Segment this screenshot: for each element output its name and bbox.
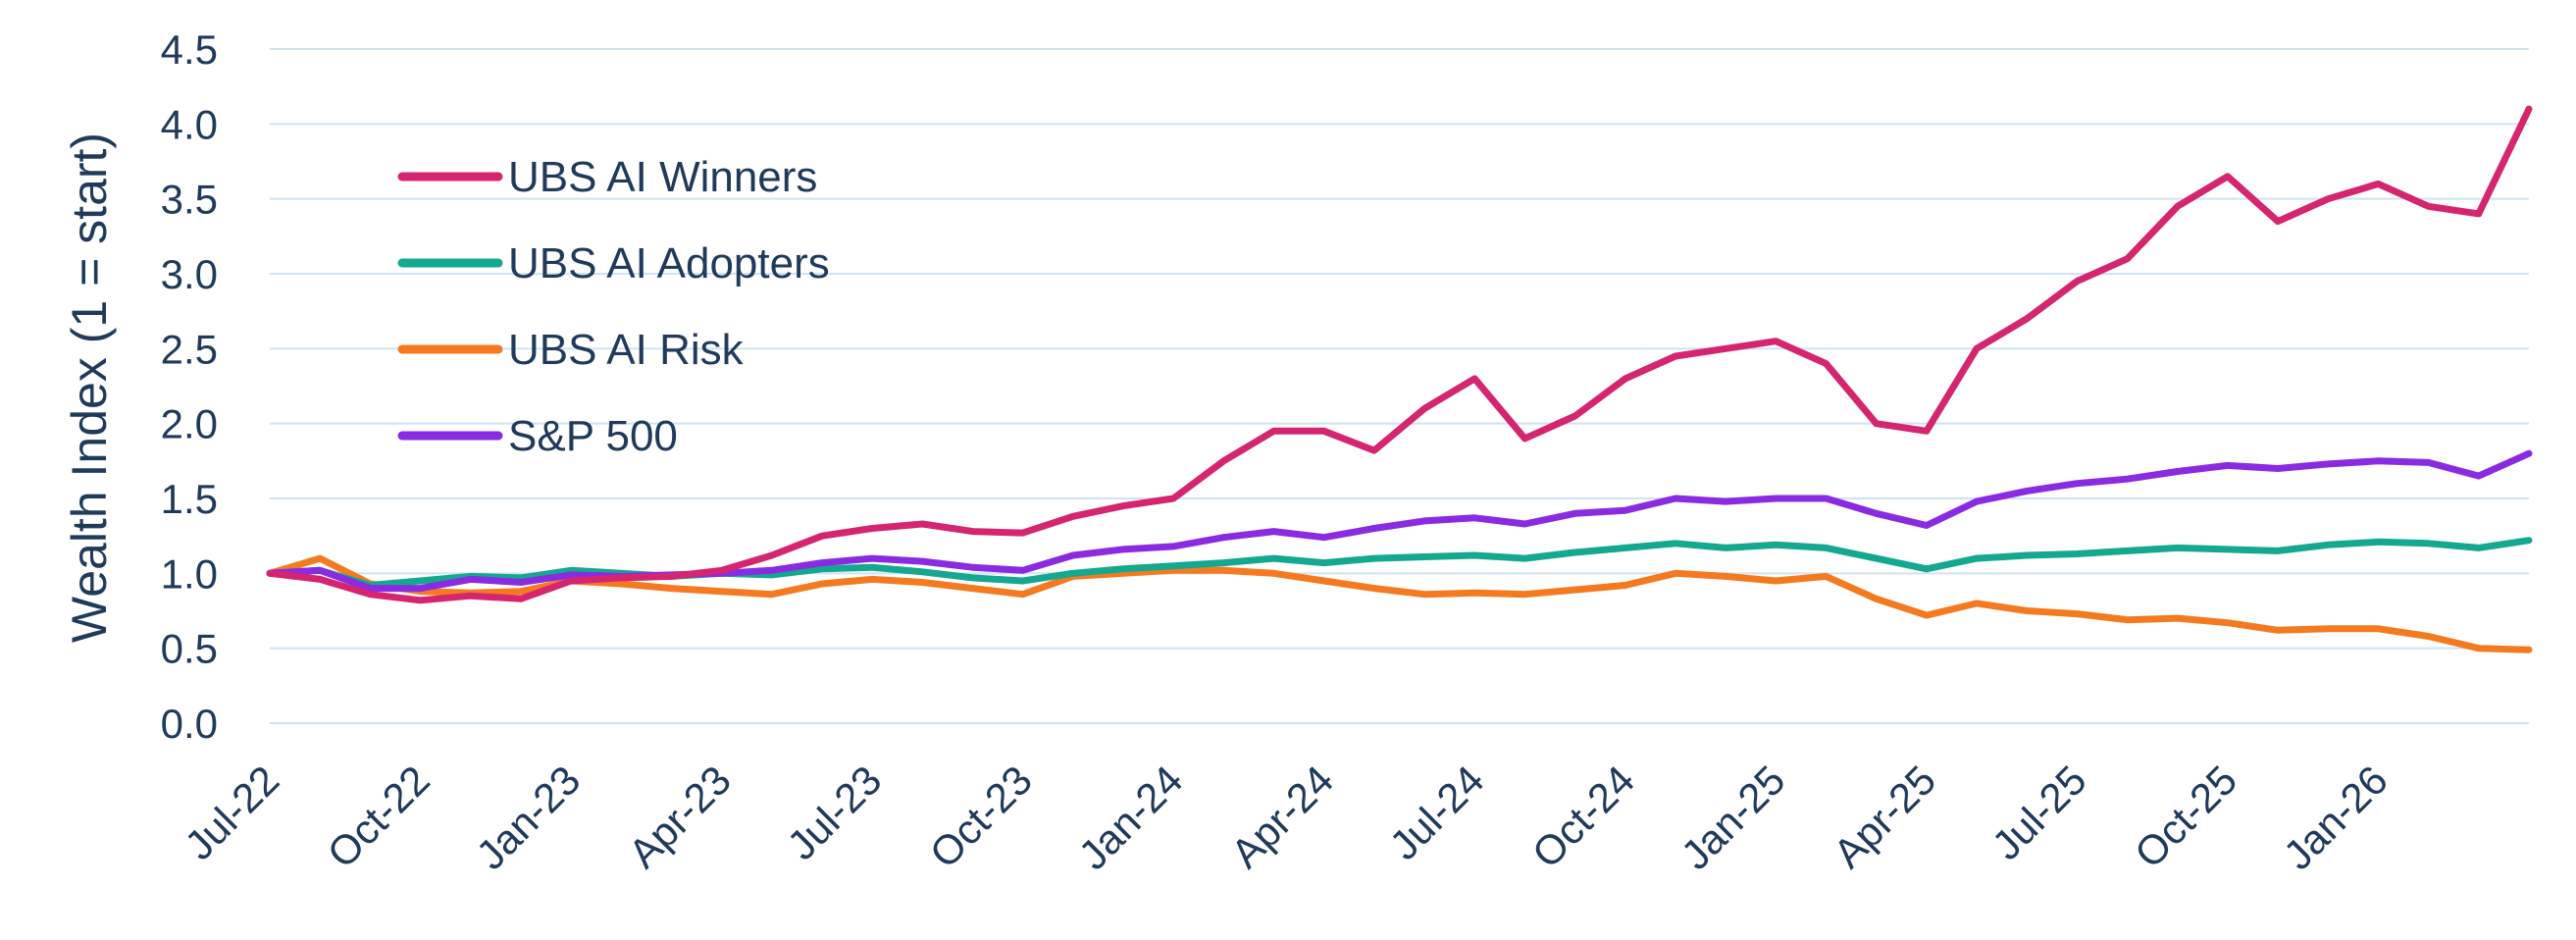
y-axis-title: Wealth Index (1 = start): [62, 132, 117, 643]
legend-label: UBS AI Adopters: [508, 239, 830, 287]
legend: UBS AI Winners UBS AI Adopters UBS AI Risk…: [397, 153, 830, 460]
x-tick-label: Jul-23: [778, 757, 890, 868]
x-tick-label: Jan-23: [467, 757, 589, 878]
y-tick-label: 1.5: [161, 476, 218, 522]
x-tick-label: Apr-24: [1222, 757, 1342, 876]
x-tick-label: Jan-24: [1070, 757, 1192, 878]
series-line-ubs-ai-risk: [266, 554, 2533, 653]
series-lines: [266, 105, 2533, 653]
x-tick-label: Jul-25: [1984, 757, 2095, 868]
x-tick-label: Oct-22: [319, 757, 438, 876]
x-tick-label: Jul-24: [1380, 757, 1492, 868]
series-line-ubs-ai-winners: [266, 105, 2533, 604]
y-tick-label: 4.0: [161, 101, 218, 147]
y-axis-ticks: 0.0 0.5 1.0 1.5 2.0 2.5 3.0 3.5 4.0 4.5: [161, 26, 218, 747]
legend-label: UBS AI Risk: [508, 326, 745, 374]
y-tick-label: 4.5: [161, 26, 218, 73]
x-tick-label: Jul-22: [176, 757, 287, 868]
x-axis-ticks: Jul-22 Oct-22 Jan-23 Apr-23 Jul-23 Oct-23 Jan-…: [176, 757, 2396, 878]
y-tick-label: 0.0: [161, 701, 218, 747]
x-tick-label: Oct-24: [1523, 757, 1643, 876]
x-tick-label: Oct-25: [2126, 757, 2245, 876]
y-tick-label: 0.5: [161, 626, 218, 672]
y-tick-label: 1.0: [161, 550, 218, 597]
x-tick-label: Apr-23: [620, 757, 740, 876]
legend-label: S&P 500: [508, 412, 678, 460]
y-tick-label: 3.0: [161, 251, 218, 297]
y-tick-label: 3.5: [161, 177, 218, 223]
legend-label: UBS AI Winners: [508, 153, 817, 201]
x-tick-label: Jan-25: [1673, 757, 1794, 878]
x-tick-label: Apr-25: [1825, 757, 1944, 876]
series-line-s-p-500: [266, 449, 2533, 593]
x-tick-label: Jan-26: [2275, 757, 2396, 878]
x-tick-label: Oct-23: [921, 757, 1041, 876]
y-tick-label: 2.0: [161, 401, 218, 447]
y-tick-label: 2.5: [161, 326, 218, 372]
